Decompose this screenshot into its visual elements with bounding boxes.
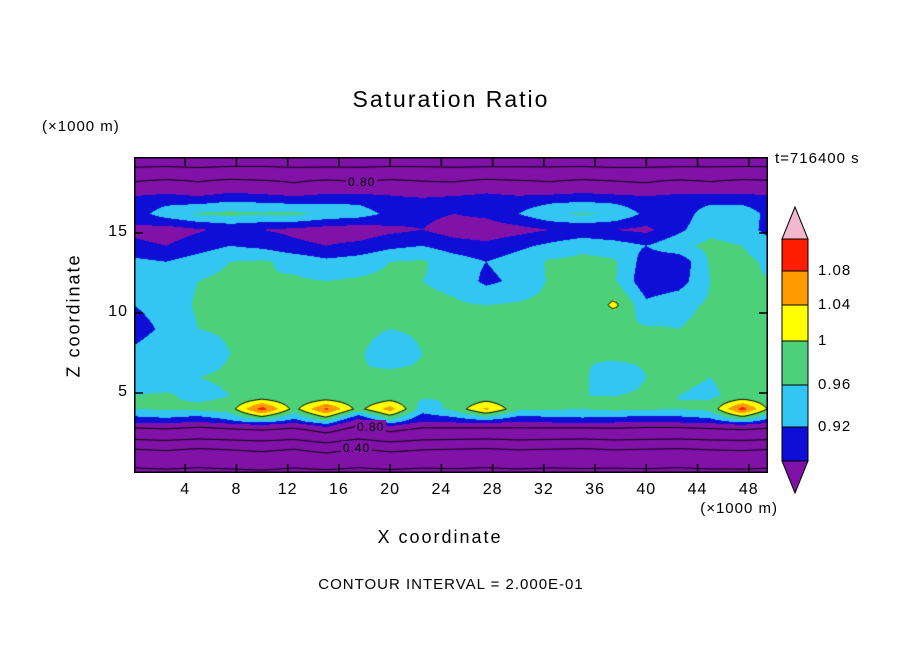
x-tick-label: 28	[482, 481, 503, 498]
z-tick-label: 10	[108, 303, 128, 320]
x-tick-label: 12	[277, 481, 298, 498]
colorbar	[781, 205, 809, 495]
x-tick-label: 32	[533, 481, 554, 498]
colorbar-label: 1	[818, 332, 828, 349]
contour-line-label: 0.40	[340, 441, 373, 455]
colorbar-label: 1.08	[818, 262, 852, 279]
z-axis-label-text: Z coordinate	[63, 252, 84, 378]
x-axis-label: X coordinate	[377, 527, 503, 547]
contour-line-label: 0.80	[345, 174, 378, 189]
z-axis-label: Z coordinate	[56, 157, 92, 473]
x-tick-label: 48	[738, 481, 759, 498]
x-tick-label: 4	[180, 481, 191, 498]
colorbar-cell	[781, 384, 809, 428]
x-tick-label: 16	[329, 481, 349, 498]
colorbar-label: 0.92	[818, 418, 852, 435]
colorbar-cell	[781, 238, 809, 272]
colorbar-cell	[781, 426, 809, 462]
contour-field-canvas	[134, 157, 768, 473]
colorbar-cell	[781, 304, 809, 342]
z-tick-label: 5	[118, 383, 128, 400]
x-tick-label: 24	[431, 481, 452, 498]
contour-interval-note: CONTOUR INTERVAL = 2.000E-01	[318, 576, 584, 593]
colorbar-label: 0.96	[818, 376, 852, 393]
x-axis-units: (×1000 m)	[700, 500, 778, 517]
x-tick-label: 40	[636, 481, 657, 498]
x-tick-label: 20	[380, 481, 401, 498]
z-tick-label: 15	[108, 223, 128, 240]
colorbar-cell	[781, 270, 809, 306]
colorbar-cell	[781, 340, 809, 386]
chart-title: Saturation Ratio	[352, 86, 550, 112]
x-tick-label: 36	[585, 481, 605, 498]
colorbar-top-arrow	[781, 205, 809, 240]
x-tick-label: 8	[231, 481, 242, 498]
x-tick-label: 44	[687, 481, 708, 498]
contour-line-label: 0.80	[354, 420, 387, 435]
z-axis-units: (×1000 m)	[42, 118, 120, 135]
time-label: t=716400 s	[775, 150, 860, 167]
colorbar-bottom-arrow	[781, 460, 809, 495]
plot-border	[134, 157, 768, 473]
plot-frame	[134, 157, 768, 473]
colorbar-label: 1.04	[818, 296, 852, 313]
